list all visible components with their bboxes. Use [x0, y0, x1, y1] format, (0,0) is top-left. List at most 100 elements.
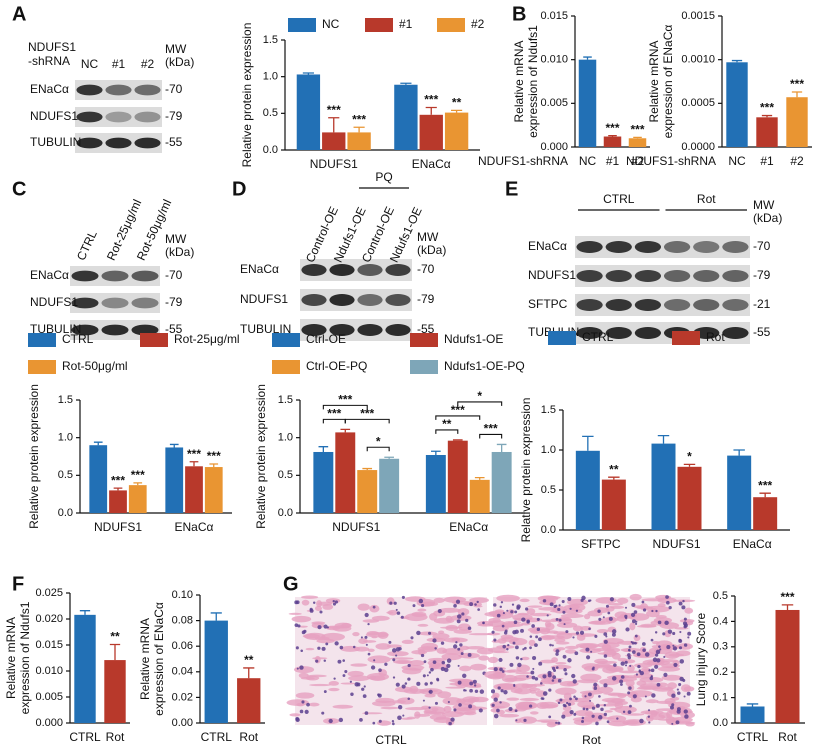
tissue-nucleus — [687, 631, 692, 636]
tissue-nucleus — [644, 695, 647, 698]
tissue-nucleus — [642, 608, 647, 612]
error-bar — [113, 487, 123, 491]
tissue-nucleus — [627, 653, 631, 657]
tissue-wall — [298, 625, 308, 628]
bar — [89, 445, 108, 513]
error-bar — [209, 463, 219, 468]
tissue-nucleus — [325, 642, 329, 646]
tissue-nucleus — [552, 675, 557, 680]
tissue-wall — [369, 604, 380, 613]
blot-mw-label: -55 — [753, 325, 771, 339]
mw-header: (kDa) — [165, 55, 194, 69]
blot-row-label: ENaCα — [30, 82, 69, 96]
tissue-nucleus — [522, 648, 525, 651]
significance: *** — [352, 112, 366, 126]
y-axis-title: Relative mRNA — [138, 618, 152, 700]
error-bar — [318, 446, 329, 452]
tissue-nucleus — [430, 667, 434, 672]
bar — [726, 62, 748, 147]
blot-mw-label: -79 — [165, 109, 183, 123]
tissue-nucleus — [525, 607, 529, 611]
bar — [575, 450, 600, 530]
tissue-wall — [564, 604, 580, 610]
mw-header: MW — [165, 42, 187, 56]
tissue-nucleus — [524, 646, 527, 650]
tissue-nucleus — [647, 709, 651, 712]
tissue-nucleus — [506, 648, 509, 651]
tissue-nucleus — [571, 673, 576, 679]
tissue-nucleus — [432, 660, 437, 665]
tissue-wall — [500, 634, 514, 640]
tissue-nucleus — [651, 609, 654, 613]
tissue-nucleus — [683, 617, 687, 621]
tissue-nucleus — [665, 595, 669, 599]
tissue-nucleus — [364, 612, 369, 618]
x-tick-label: NC — [579, 154, 597, 168]
error-bar — [109, 643, 121, 661]
tissue-nucleus — [542, 674, 547, 679]
tissue-wall — [577, 700, 595, 708]
tissue-nucleus — [432, 638, 437, 643]
tissue-wall — [302, 633, 320, 639]
y-tick-label: 1.0 — [278, 432, 293, 444]
tissue-nucleus — [338, 717, 344, 723]
tissue-nucleus — [407, 677, 411, 681]
legend-swatch — [140, 333, 168, 347]
tissue-wall — [464, 706, 488, 711]
tissue-nucleus — [422, 699, 425, 702]
tissue-nucleus — [453, 604, 457, 608]
x-tick-label: ENaCα — [449, 520, 488, 534]
tissue-wall — [555, 661, 567, 665]
x-tick-label: SFTPC — [581, 537, 621, 551]
tissue-wall — [443, 705, 452, 713]
blot-mw-label: -70 — [165, 82, 183, 96]
tissue-wall — [646, 605, 670, 613]
blot-row-label: ENaCα — [240, 262, 279, 276]
comparison-label: * — [376, 434, 381, 448]
tissue-nucleus — [503, 690, 508, 695]
tissue-wall — [494, 671, 505, 679]
tissue-nucleus — [603, 632, 608, 636]
tissue-nucleus — [467, 653, 472, 657]
y-axis-title: Relative protein expression — [254, 384, 268, 529]
tissue-nucleus — [555, 604, 558, 607]
blot-band — [722, 270, 749, 282]
tissue-nucleus — [549, 602, 554, 607]
tissue-nucleus — [672, 631, 676, 636]
tissue-wall — [488, 617, 501, 623]
tissue-nucleus — [567, 702, 572, 706]
lane-label: CTRL — [74, 228, 100, 263]
tissue-wall — [616, 700, 629, 705]
tissue-wall — [317, 601, 333, 606]
tissue-nucleus — [627, 655, 632, 660]
tissue-nucleus — [589, 699, 592, 702]
tissue-nucleus — [676, 707, 681, 712]
tissue-wall — [424, 694, 436, 698]
tissue-nucleus — [315, 659, 319, 663]
tissue-nucleus — [526, 675, 529, 678]
tissue-nucleus — [659, 648, 662, 651]
blot-band — [76, 84, 103, 96]
blot-row-label: NDUFS1 — [528, 268, 576, 282]
tissue-nucleus — [323, 659, 327, 662]
tissue-nucleus — [616, 717, 619, 720]
tissue-wall — [616, 597, 629, 604]
tissue-nucleus — [367, 652, 371, 656]
tissue-nucleus — [687, 636, 690, 639]
tissue-nucleus — [461, 612, 465, 616]
tissue-nucleus — [641, 642, 646, 646]
tissue-nucleus — [428, 631, 432, 635]
error-bar — [733, 449, 745, 456]
blot-band — [105, 111, 132, 123]
group-label: CTRL — [603, 192, 635, 206]
error-bar — [474, 476, 485, 480]
blot-band — [71, 324, 99, 336]
blot-strip — [300, 259, 412, 281]
tissue-nucleus — [532, 667, 535, 670]
tissue-wall — [608, 667, 624, 673]
y-tick-label: 0.08 — [172, 615, 193, 627]
tissue-nucleus — [511, 603, 515, 606]
tissue-nucleus — [441, 660, 446, 665]
tissue-wall — [309, 683, 332, 687]
bar — [128, 485, 147, 513]
